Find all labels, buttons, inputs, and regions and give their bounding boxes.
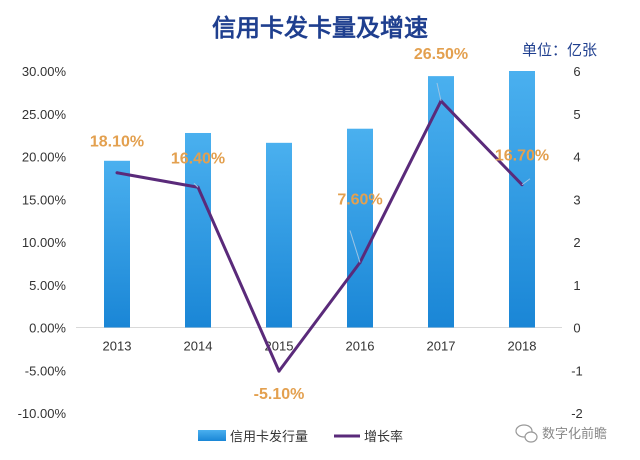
chart-title: 信用卡发卡量及增速 <box>212 14 428 42</box>
right-tick-label: 0 <box>573 321 580 336</box>
bar <box>266 142 292 328</box>
legend: 信用卡发行量 增长率 <box>198 429 403 445</box>
line-series <box>115 99 524 373</box>
bar <box>185 132 211 328</box>
right-tick-label: 2 <box>573 235 580 250</box>
line-point <box>115 171 119 175</box>
left-axis-ticks: -10.00% -5.00% 0.00% 5.00% 10.00% 15.00% 20.00… <box>18 64 67 421</box>
left-tick-label: 5.00% <box>29 278 66 293</box>
bar-series <box>104 71 535 328</box>
legend-bar-label: 信用卡发行量 <box>230 429 308 445</box>
x-axis-ticks: 2013 2014 2015 2016 2017 2018 <box>103 339 537 354</box>
right-tick-label: -1 <box>571 363 583 378</box>
left-tick-label: 25.00% <box>22 107 67 122</box>
bar <box>509 71 535 328</box>
line-point <box>277 369 281 373</box>
data-label: 7.60% <box>337 192 382 209</box>
right-axis-ticks: -2 -1 0 1 2 3 4 5 6 <box>571 64 583 421</box>
data-label: -5.10% <box>254 386 305 403</box>
x-tick-label: 2013 <box>103 339 132 354</box>
x-tick-label: 2016 <box>346 339 375 354</box>
leader-line <box>193 182 199 188</box>
left-tick-label: -5.00% <box>25 363 67 378</box>
x-tick-label: 2017 <box>427 339 456 354</box>
leader-line <box>436 82 442 102</box>
left-tick-label: 30.00% <box>22 64 67 79</box>
left-tick-label: 20.00% <box>22 150 67 165</box>
legend-line-label: 增长率 <box>364 429 403 445</box>
x-tick-label: 2015 <box>265 339 294 354</box>
bar <box>104 160 130 328</box>
right-tick-label: 6 <box>573 64 580 79</box>
label-leaders <box>193 82 531 263</box>
right-tick-label: 4 <box>573 150 580 165</box>
legend-bar-swatch <box>198 430 226 441</box>
watermark: 数字化前瞻 <box>515 424 607 443</box>
data-label: 18.10% <box>90 134 144 151</box>
growth-line <box>116 99 524 373</box>
right-tick-label: 1 <box>573 278 580 293</box>
left-tick-label: 10.00% <box>22 235 67 250</box>
unit-label: 单位：亿张 <box>522 41 597 59</box>
x-tick-label: 2014 <box>184 339 213 354</box>
bar <box>347 128 373 328</box>
left-tick-label: 15.00% <box>22 192 67 207</box>
right-tick-label: 5 <box>573 107 580 122</box>
right-tick-label: -2 <box>571 406 583 421</box>
right-tick-label: 3 <box>573 192 580 207</box>
x-tick-label: 2018 <box>508 339 537 354</box>
leader-line <box>521 178 531 186</box>
leader-line <box>349 230 361 263</box>
watermark-text: 数字化前瞻 <box>542 426 607 442</box>
bar <box>428 76 454 328</box>
data-label: 16.40% <box>171 150 225 167</box>
wechat-icon <box>515 424 538 443</box>
left-tick-label: -10.00% <box>18 406 67 421</box>
data-label: 16.70% <box>495 148 549 165</box>
left-tick-label: 0.00% <box>29 321 66 336</box>
data-label: 26.50% <box>414 46 468 63</box>
data-labels: 18.10% 16.40% -5.10% 7.60% 26.50% 16.70% <box>90 46 549 403</box>
